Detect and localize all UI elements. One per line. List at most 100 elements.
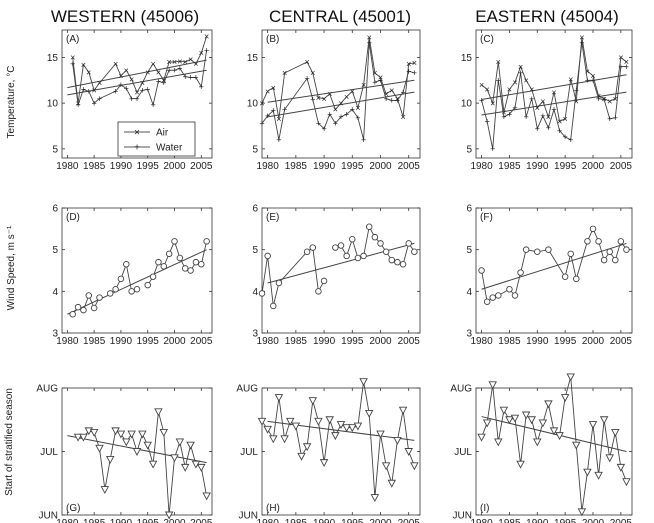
x-tick-label: 1980: [470, 518, 493, 523]
x-tick-label: 1990: [313, 161, 336, 172]
y-tick-label: 15: [461, 53, 473, 64]
data-point: [612, 256, 619, 264]
data-point-water: +: [535, 124, 540, 134]
x-tick-label: 1985: [498, 161, 521, 172]
y-tick-label: 5: [466, 144, 472, 155]
data-point-air: ×: [579, 33, 584, 43]
data-point: [89, 429, 99, 437]
data-point-water: +: [518, 68, 523, 78]
data-point: [85, 292, 93, 299]
data-point-air: ×: [485, 85, 490, 95]
data-point-air: ×: [282, 68, 287, 78]
data-point: [95, 444, 104, 453]
x-tick-label: 1980: [257, 336, 280, 347]
data-point-water: +: [563, 132, 568, 142]
data-point-air: ×: [276, 114, 281, 124]
trendline-air: [481, 74, 627, 100]
data-point: [73, 433, 83, 442]
data-point: [370, 494, 380, 502]
data-point: [393, 436, 402, 445]
data-point: [567, 250, 574, 258]
data-point-water: +: [367, 38, 372, 48]
data-point-water: +: [134, 94, 139, 104]
x-tick-label: 1995: [137, 161, 160, 172]
data-point: [483, 298, 491, 306]
data-point: [623, 246, 630, 253]
plot-frame: [261, 207, 421, 334]
data-point: [320, 277, 328, 285]
data-point: [122, 438, 131, 447]
data-point: [342, 424, 351, 433]
data-point: [187, 267, 194, 274]
data-point: [285, 417, 295, 426]
data-point-water: +: [574, 86, 579, 96]
data-point-air: ×: [602, 94, 607, 104]
ylabel-temperature: Temperature, °C: [6, 66, 17, 139]
data-point: [595, 238, 602, 245]
legend-water-label: Water: [156, 143, 183, 154]
data-point-air: ×: [310, 68, 315, 78]
data-point: [544, 400, 553, 409]
data-point-air: ×: [344, 92, 349, 102]
data-point-water: +: [276, 135, 281, 145]
data-point-air: ×: [129, 75, 134, 85]
data-point: [165, 250, 173, 258]
x-tick-label: 2005: [190, 336, 213, 347]
data-point-water: +: [327, 109, 332, 119]
trendline-water: [481, 91, 627, 116]
x-tick-label: 1990: [526, 161, 549, 172]
x-tick-label: 2000: [369, 518, 392, 523]
x-tick-label: 1995: [341, 161, 364, 172]
column-title-central: CENTRAL (45001): [269, 7, 411, 26]
data-point-water: +: [568, 135, 573, 145]
data-point-water: +: [551, 105, 556, 115]
data-point-air: ×: [367, 33, 372, 43]
data-point: [527, 416, 536, 425]
data-point-air: ×: [113, 59, 118, 69]
trendline-trend: [481, 242, 627, 290]
x-tick-label: 2005: [398, 161, 421, 172]
data-point-air: ×: [140, 78, 145, 88]
data-point: [577, 508, 587, 517]
x-tick-label: 1990: [526, 518, 549, 523]
data-point-water: +: [529, 94, 534, 104]
data-point: [128, 288, 135, 295]
data-point: [171, 238, 178, 245]
data-point: [505, 416, 514, 425]
data-point: [573, 275, 580, 283]
data-point-water: +: [167, 65, 172, 75]
data-point: [257, 417, 267, 426]
data-point: [80, 306, 87, 314]
data-point: [538, 419, 548, 428]
data-point-air: ×: [172, 57, 177, 67]
data-point-water: +: [512, 103, 517, 113]
y-tick-label: JUL: [40, 447, 58, 458]
data-point: [410, 462, 419, 471]
data-point-air: ×: [338, 98, 343, 108]
data-point: [534, 248, 541, 255]
data-point-water: +: [384, 94, 389, 104]
panel-label: (H): [266, 503, 280, 514]
data-point: [555, 432, 564, 441]
data-point-water: +: [618, 62, 623, 72]
data-point-air: ×: [518, 62, 523, 72]
data-point: [584, 238, 591, 245]
data-point-air: ×: [389, 86, 394, 96]
data-point: [495, 292, 502, 299]
x-tick-label: 2000: [369, 161, 392, 172]
data-point: [594, 471, 603, 480]
data-point: [588, 421, 598, 429]
data-point: [143, 441, 152, 450]
data-point-water: +: [156, 76, 161, 86]
data-point-water: +: [271, 106, 276, 116]
y-tick-label: 3: [466, 329, 472, 340]
y-tick-label: 10: [461, 99, 473, 110]
data-point: [337, 242, 345, 249]
data-point-water: +: [338, 112, 343, 122]
data-point-air: ×: [568, 75, 573, 85]
data-point: [499, 406, 509, 415]
data-point-air: ×: [327, 89, 332, 99]
data-point: [611, 429, 620, 437]
data-point-air: ×: [124, 65, 129, 75]
